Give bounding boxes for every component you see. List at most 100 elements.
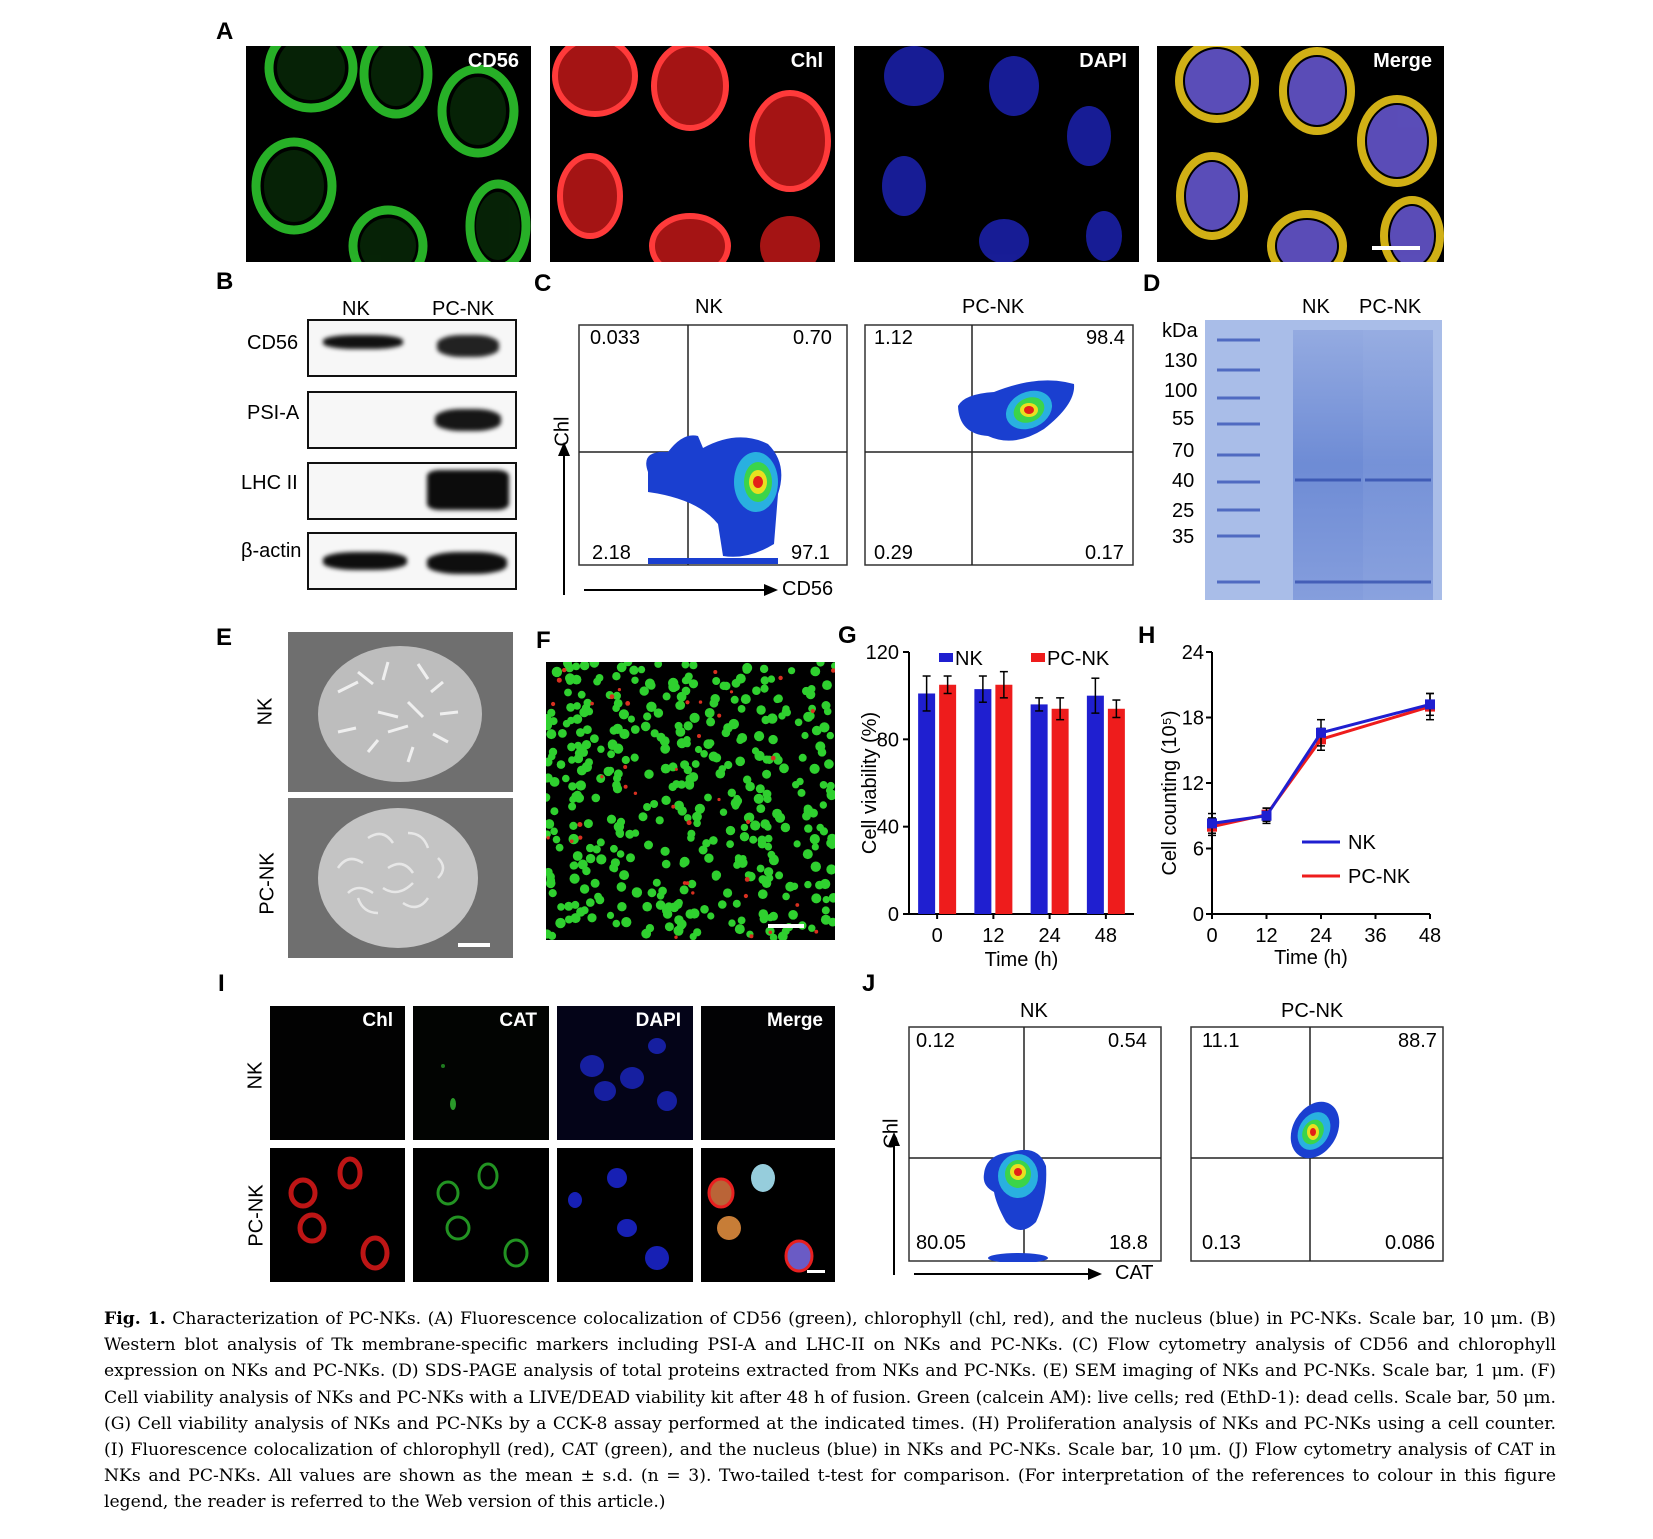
legend-label-nk: NK — [955, 648, 983, 670]
flow-c-nk-q-lr: 97.1 — [791, 542, 830, 564]
flow-j-nk-q-lr: 18.8 — [1109, 1232, 1148, 1254]
figure-caption-text: Characterization of PC-NKs. (A) Fluoresc… — [104, 1309, 1556, 1513]
x-tick-label: 12 — [982, 925, 1004, 947]
flow-j-nk-q-ul: 0.12 — [916, 1030, 955, 1052]
gel-unit: kDa — [1162, 320, 1198, 342]
micrograph-cd56: CD56 — [246, 46, 531, 262]
channel-label-i-chl: Chl — [362, 1010, 393, 1031]
y-tick-label: 120 — [866, 642, 899, 664]
flow-plot-c-pcnk — [864, 324, 1134, 566]
micrograph-i-nk-merge: Merge — [701, 1006, 835, 1140]
channel-label-cd56: CD56 — [467, 50, 519, 72]
y-axis-label: Cell viability (%) — [859, 712, 881, 854]
x-tick-label: 0 — [932, 925, 943, 947]
flow-j-axes-arrows — [888, 1132, 1102, 1280]
point-nk — [1425, 699, 1435, 710]
point-nk — [1261, 810, 1272, 821]
channel-label-i-dapi: DAPI — [635, 1010, 681, 1031]
flow-c-pcnk-q-ur: 98.4 — [1086, 327, 1125, 349]
line-nk — [1211, 702, 1431, 825]
flow-j-pcnk-title: PC-NK — [1281, 1000, 1344, 1022]
flow-j-pcnk-q-ur: 88.7 — [1398, 1030, 1437, 1052]
sem-row-pcnk: PC-NK — [256, 852, 279, 915]
sem-row-nk: NK — [254, 697, 277, 726]
flow-plot-j-nk — [908, 1026, 1162, 1262]
y-tick-label: 0 — [1193, 904, 1204, 926]
flow-c-nk-title: NK — [695, 296, 723, 318]
point-nk — [1316, 727, 1326, 738]
gel-marker-130: 130 — [1164, 350, 1198, 372]
panel-label-g: G — [838, 622, 857, 649]
line-chart-proliferation: 0 6 12 18 24 0 12 24 36 48 NK PC-NK Time (h) Cell cou… — [1159, 642, 1441, 969]
x-tick-label: 36 — [1364, 925, 1386, 947]
flow-c-nk-q-ur: 0.70 — [793, 327, 832, 349]
channel-label-chl: Chl — [790, 50, 823, 72]
bar-chart-viability: 0 40 80 120 0 12 24 48 NK PC-NK Time (h) Cell viabi… — [859, 642, 1134, 970]
blot-cd56 — [307, 319, 517, 377]
blot-col-pcnk: PC-NK — [432, 298, 495, 320]
flow-c-axes-arrows — [558, 442, 778, 596]
panel-label-h: H — [1138, 622, 1156, 649]
gel-marker-25: 25 — [1172, 500, 1195, 522]
x-tick-label: 24 — [1310, 925, 1332, 947]
flow-c-y-label: Chl — [551, 416, 574, 447]
blot-row-bactin: β-actin — [241, 540, 302, 562]
figure-caption-label: Fig. 1. — [104, 1309, 166, 1329]
blot-lhcii — [307, 462, 517, 520]
x-tick-label: 48 — [1095, 925, 1117, 947]
bar-pc-nk — [995, 684, 1013, 914]
x-tick-label: 24 — [1039, 925, 1061, 947]
i-row-nk: NK — [244, 1061, 267, 1090]
gel-marker-55: 55 — [1172, 408, 1195, 430]
sem-nk — [288, 632, 513, 792]
panel-label-f: F — [536, 627, 551, 654]
blot-psia — [307, 391, 517, 449]
blot-row-cd56: CD56 — [247, 332, 299, 354]
panel-label-b: B — [216, 268, 234, 295]
legend-swatch-pc-nk — [1031, 653, 1045, 662]
y-tick-label: 80 — [877, 729, 899, 751]
blot-col-nk: NK — [342, 298, 370, 320]
y-tick-label: 12 — [1182, 773, 1204, 795]
flow-c-pcnk-q-ll: 0.29 — [874, 542, 913, 564]
flow-c-pcnk-q-lr: 0.17 — [1085, 542, 1124, 564]
panel-label-j: J — [862, 970, 876, 997]
gel-marker-100: 100 — [1164, 380, 1198, 402]
bar-nk — [1086, 695, 1104, 914]
gel-marker-70: 70 — [1172, 440, 1195, 462]
bar-pc-nk — [1051, 708, 1069, 914]
micrograph-chl: Chl — [550, 46, 835, 262]
blot-bactin — [307, 532, 517, 590]
live-dead-image — [546, 662, 835, 940]
flow-j-pcnk-q-ll: 0.13 — [1202, 1232, 1241, 1254]
flow-j-nk-title: NK — [1020, 1000, 1048, 1022]
micrograph-i-nk-dapi: DAPI — [557, 1006, 693, 1140]
blot-row-psia: PSI-A — [247, 402, 300, 424]
flow-j-pcnk-q-ul: 11.1 — [1202, 1030, 1240, 1052]
panel-label-i: I — [218, 970, 225, 997]
y-tick-label: 40 — [877, 817, 899, 839]
bar-nk — [974, 689, 992, 914]
y-axis-label: Cell counting (10⁵) — [1159, 710, 1181, 875]
blot-row-lhcii: LHC II — [241, 472, 298, 494]
panel-label-a: A — [216, 18, 234, 45]
micrograph-i-pcnk-cat — [413, 1148, 549, 1282]
x-axis-label: Time (h) — [1274, 947, 1348, 969]
gel-col-pcnk: PC-NK — [1359, 296, 1422, 318]
x-tick-label: 0 — [1206, 925, 1217, 947]
panel-label-c: C — [534, 270, 552, 297]
gel-col-nk: NK — [1302, 296, 1330, 318]
point-nk — [1207, 818, 1217, 829]
figure-caption: Fig. 1. Characterization of PC-NKs. (A) … — [104, 1306, 1556, 1516]
micrograph-i-nk-cat: CAT — [413, 1006, 549, 1140]
channel-label-merge: Merge — [1373, 50, 1432, 72]
y-tick-label: 24 — [1182, 642, 1204, 664]
legend-label-pc-nk: PC-NK — [1047, 648, 1110, 670]
micrograph-dapi: DAPI — [854, 46, 1139, 262]
flow-c-x-label: CD56 — [782, 578, 834, 600]
sem-pcnk — [288, 798, 513, 958]
bar-nk — [1030, 704, 1048, 914]
channel-label-i-cat: CAT — [499, 1010, 537, 1031]
y-tick-label: 6 — [1193, 839, 1204, 861]
bar-nk — [918, 693, 936, 914]
